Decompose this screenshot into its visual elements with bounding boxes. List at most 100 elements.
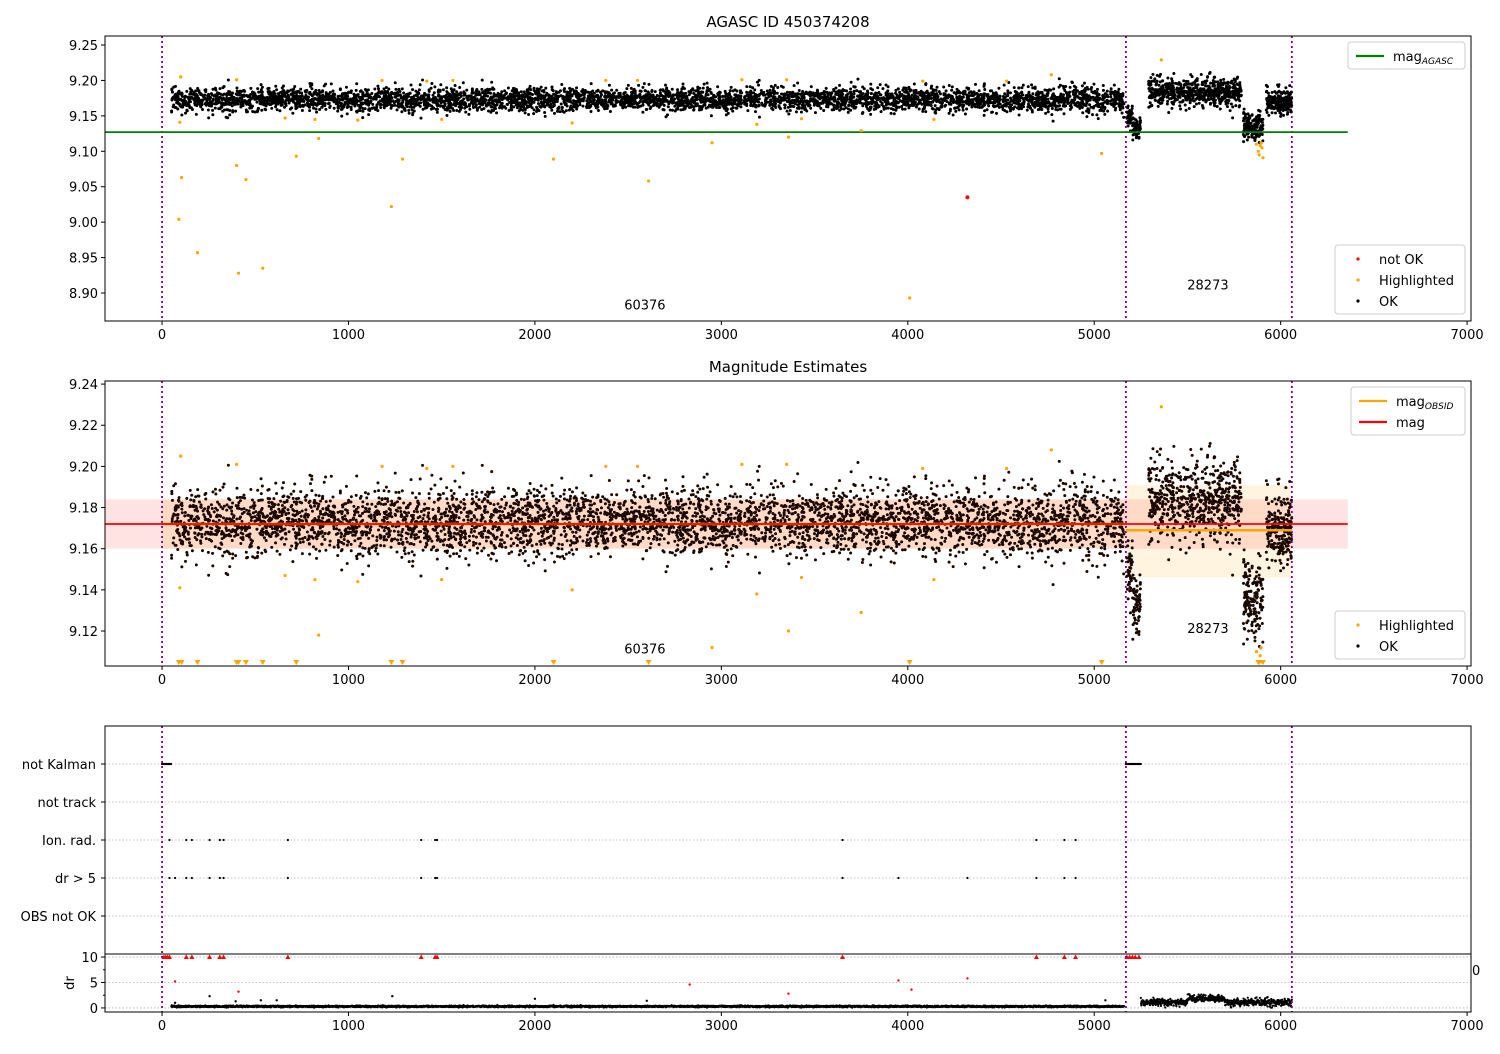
ok-point [774, 84, 777, 87]
ok-point [1068, 91, 1071, 94]
ok-point [649, 101, 652, 104]
ok-point [228, 93, 231, 96]
ok-point [886, 97, 889, 100]
ok-point [894, 89, 897, 92]
ok-point [1022, 100, 1025, 103]
ok-point [890, 107, 893, 110]
ok-point [181, 105, 184, 108]
ok-point [298, 91, 301, 94]
ok-point [506, 97, 509, 100]
ok-point [433, 101, 436, 104]
ok-point [1017, 99, 1020, 102]
ok-point [430, 108, 433, 111]
ok-point [710, 91, 713, 94]
ok-point [961, 106, 964, 109]
ok-point [267, 90, 270, 93]
ok-point [803, 99, 806, 102]
ok-point [948, 112, 951, 115]
ok-point [1006, 91, 1009, 94]
ok-point [791, 101, 794, 104]
ok-point [768, 92, 771, 95]
ok-point [838, 84, 841, 87]
ok-point [1014, 99, 1017, 102]
ok-point [1075, 105, 1078, 108]
ok-point [1085, 115, 1088, 118]
ok-point [211, 109, 214, 112]
ok-point [1231, 116, 1234, 119]
ok-point [610, 89, 613, 92]
ok-point [270, 107, 273, 110]
ok-point [930, 104, 933, 107]
ok-point [794, 102, 797, 105]
ok-point [795, 99, 798, 102]
ok-point [868, 102, 871, 105]
ok-point [532, 101, 535, 104]
ok-point [535, 106, 538, 109]
ok-point [971, 104, 974, 107]
ok-point [565, 109, 568, 112]
ok-point [584, 89, 587, 92]
ok-point [752, 91, 755, 94]
ok-point [919, 101, 922, 104]
ok-point [377, 95, 380, 98]
ok-point [424, 107, 427, 110]
ok-point [1219, 79, 1222, 82]
ok-point [854, 100, 857, 103]
ok-point [569, 99, 572, 102]
ok-point [1001, 106, 1004, 109]
ok-point [243, 93, 246, 96]
ok-point [406, 105, 409, 108]
ok-point [1170, 107, 1173, 110]
ok-point [559, 110, 562, 113]
ok-point [481, 79, 484, 82]
ok-point [916, 98, 919, 101]
ok-point [718, 106, 721, 109]
ok-point [445, 114, 448, 117]
ok-point [796, 81, 799, 84]
ok-point [182, 102, 185, 105]
ok-point [1102, 94, 1105, 97]
ok-point [280, 98, 283, 101]
ok-point [1195, 97, 1198, 100]
ok-point [588, 99, 591, 102]
ok-point [399, 94, 402, 97]
ok-point [958, 101, 961, 104]
ok-point [335, 99, 338, 102]
ok-point [763, 93, 766, 96]
ok-point [459, 93, 462, 96]
ok-point [1051, 107, 1054, 110]
ok-point [855, 89, 858, 92]
ok-point [750, 96, 753, 99]
ok-point [819, 107, 822, 110]
ok-point [1037, 108, 1040, 111]
ok-point [694, 89, 697, 92]
ok-point [205, 104, 208, 107]
ok-point [1166, 103, 1169, 106]
ok-point [830, 92, 833, 95]
ok-point [1045, 101, 1048, 104]
ok-point [529, 96, 532, 99]
ok-point [994, 105, 997, 108]
ok-point [1156, 74, 1159, 77]
ok-point [410, 83, 413, 86]
ok-point [367, 113, 370, 116]
ok-point [455, 90, 458, 93]
ok-point [1081, 106, 1084, 109]
ok-point [852, 106, 855, 109]
ok-point [596, 100, 599, 103]
ok-point [301, 109, 304, 112]
ok-point [846, 95, 849, 98]
ok-point [449, 103, 452, 106]
ok-point [971, 101, 974, 104]
ok-point [796, 107, 799, 110]
ok-point [932, 97, 935, 100]
ok-point [954, 106, 957, 109]
ok-point [413, 104, 416, 107]
ok-point [706, 86, 709, 89]
ok-point [727, 112, 730, 115]
ok-point [295, 92, 298, 95]
ok-point [717, 103, 720, 106]
ok-point [359, 90, 362, 93]
ok-point [871, 97, 874, 100]
ok-point [777, 100, 780, 103]
